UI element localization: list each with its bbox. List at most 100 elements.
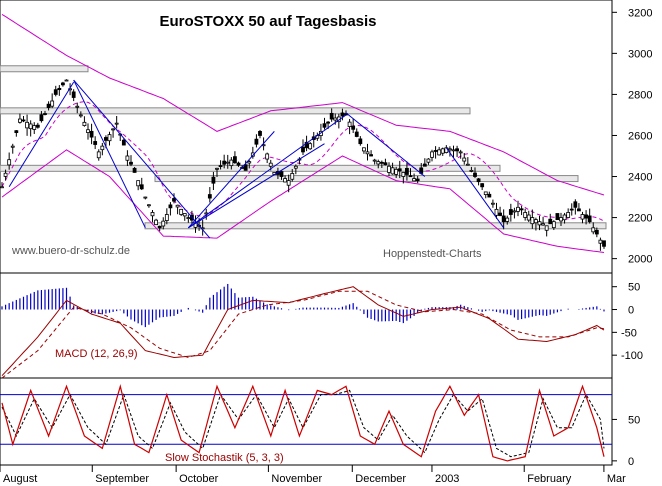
candle-body [473,172,477,177]
candle-body [580,214,585,220]
price-panel [0,13,607,253]
candle-body [64,79,69,82]
resistance-band [144,222,607,230]
candle-body [0,186,4,189]
candle-body [390,167,395,175]
candle-body [480,183,485,188]
candle-body [505,217,510,222]
price-ytick-label: 2600 [628,130,652,142]
candle-body [175,204,180,208]
candle-body [157,225,162,229]
xtick-label: September [95,473,149,485]
candle-body [548,218,553,225]
stochastic-k-line [1,383,605,462]
candle-body [397,168,402,172]
candle-body [43,113,47,115]
candle-body [147,204,151,207]
stoch-ytick-label: 0 [628,456,634,468]
candle-body [3,172,8,177]
resistance-band [0,65,89,73]
candle-body [218,165,223,167]
candle-body [369,154,373,157]
xtick-label: November [271,473,322,485]
stochastic-label: Slow Stochastik (5, 3, 3) [165,452,284,464]
candle-body [476,178,481,183]
candle-body [268,162,273,167]
candle-body [93,141,98,145]
trendline [73,79,211,239]
candle-body [451,149,456,152]
macd-line [1,286,605,377]
candle-body [340,112,345,117]
macd-ytick-label: -50 [621,327,637,339]
xtick-label: August [3,473,37,485]
candle-body [161,220,166,227]
candle-body [132,167,137,173]
candle-body [379,161,384,164]
macd-ytick-label: -100 [621,350,643,362]
candle-body [89,130,94,138]
candle-body [286,180,291,186]
price-ytick-label: 3200 [628,7,652,19]
candle-body [143,196,148,199]
candle-body [534,219,538,224]
chart-title: EuroSTOXX 50 auf Tagesbasis [159,13,376,30]
price-ytick-label: 2800 [628,89,652,101]
candle-body [182,213,187,217]
price-ytick-label: 3000 [628,48,652,60]
candle-body [354,131,359,137]
candle-body [301,146,305,153]
watermark-right: Hoppenstedt-Charts [383,248,482,260]
candle-body [75,105,80,108]
candle-body [50,100,55,107]
trendline [187,131,275,229]
candle-body [602,240,606,247]
candle-body [566,212,571,218]
candle-body [544,225,549,231]
candle-body [121,139,126,146]
candle-body [430,151,434,158]
axes: 2000 2200 2400 2600 2800 3000 3200 50 0 -50 -100 50… [0,7,652,485]
candle-body [322,123,327,128]
candle-body [150,212,155,217]
candle-body [254,138,259,145]
candle-body [326,121,330,124]
candle-body [14,130,19,133]
candle-body [10,145,15,148]
trendline [188,143,325,229]
candle-body [168,204,173,209]
plot-frame [0,0,613,466]
candle-body [462,157,467,162]
candle-body [25,121,29,129]
candle-body [358,138,363,145]
candle-body [229,159,234,167]
candle-body [383,162,388,166]
xtick-label: February [527,473,572,485]
candle-body [28,123,33,130]
candle-body [304,141,309,149]
candle-body [405,167,409,175]
candle-body [526,214,531,221]
candle-body [21,119,26,122]
candle-body [455,148,459,152]
stochastic-d-line [1,389,605,458]
candle-body [114,122,119,125]
candle-body [236,162,241,166]
candle-body [136,180,141,187]
candle-body [415,178,420,182]
candle-body [258,131,262,136]
candle-body [154,219,158,226]
trendline [445,147,505,229]
candle-body [523,212,528,218]
candle-body [86,129,90,133]
candle-body [365,151,370,155]
candle-body [283,178,287,183]
candle-body [494,208,499,216]
trendline [345,112,426,177]
candle-body [107,134,112,142]
candle-body [78,114,83,117]
candle-body [293,165,298,169]
candle-body [587,215,592,223]
candle-body [57,87,62,91]
